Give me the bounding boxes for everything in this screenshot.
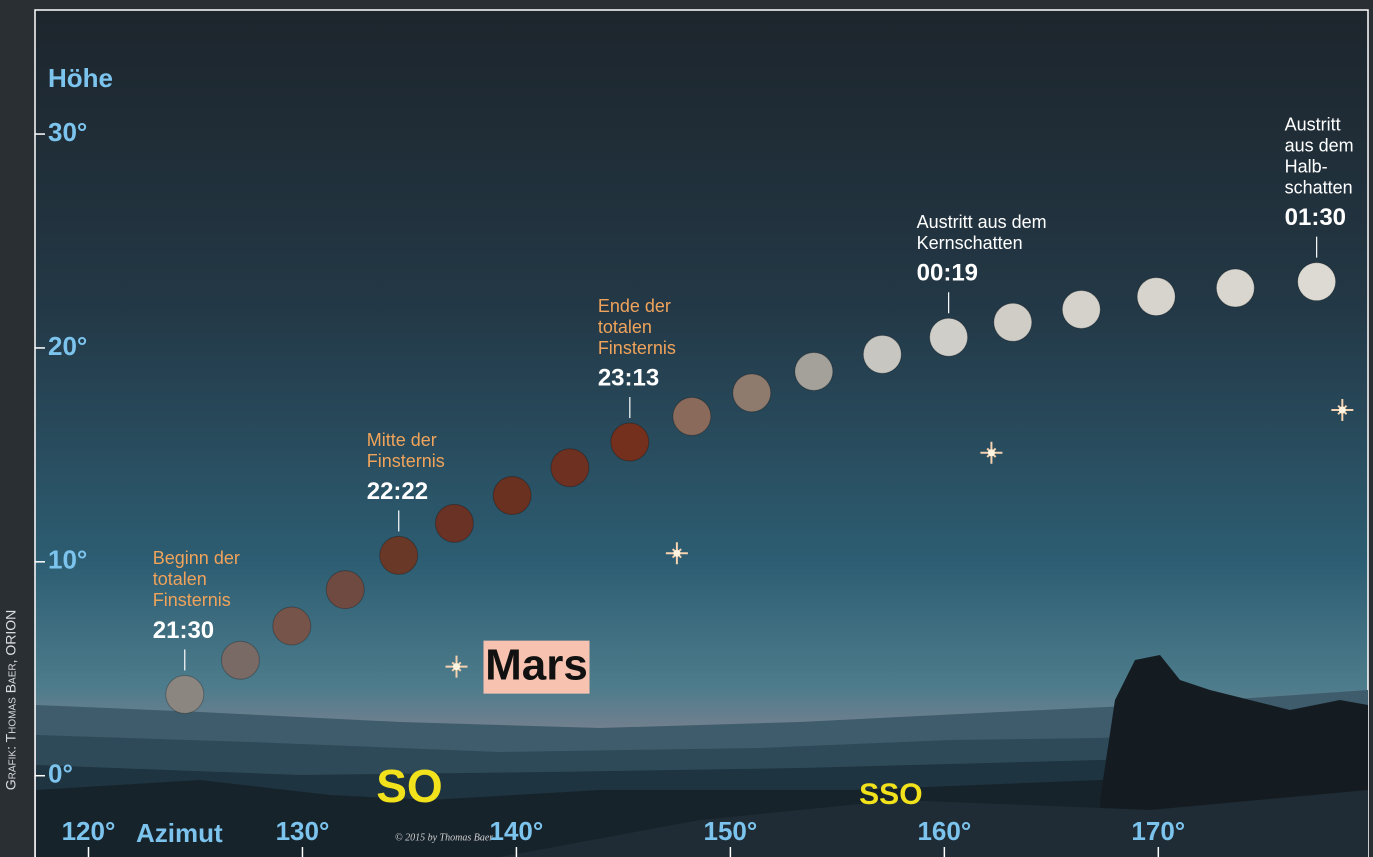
star-core bbox=[1339, 406, 1346, 413]
y-axis-label: Höhe bbox=[48, 63, 113, 93]
moon bbox=[1298, 263, 1336, 301]
annotation-text: Finsternis bbox=[598, 338, 676, 358]
moon bbox=[326, 571, 364, 609]
annotation-text: Beginn der bbox=[153, 548, 240, 568]
page: {"chart_data":{"type":"scatter", "x_labe… bbox=[0, 0, 1373, 857]
x-tick-label: 130° bbox=[276, 816, 330, 846]
annotation-text: totalen bbox=[153, 569, 207, 589]
annotation-text: Finsternis bbox=[153, 590, 231, 610]
y-tick-label: 10° bbox=[48, 545, 87, 575]
y-tick-label: 30° bbox=[48, 117, 87, 147]
x-tick-label: 160° bbox=[917, 816, 971, 846]
annotation-text: totalen bbox=[598, 317, 652, 337]
annotation-text: Kernschatten bbox=[917, 233, 1023, 253]
y-tick-label: 0° bbox=[48, 759, 73, 789]
moon bbox=[1137, 278, 1175, 316]
moon bbox=[1062, 290, 1100, 328]
moon bbox=[994, 303, 1032, 341]
annotation-text: Austritt bbox=[1285, 114, 1341, 134]
moon bbox=[380, 536, 418, 574]
annotation-time: 01:30 bbox=[1285, 204, 1346, 231]
moon bbox=[493, 477, 531, 515]
credit: Grafik: Thomas Baer, ORION bbox=[3, 610, 19, 791]
moon bbox=[1216, 269, 1254, 307]
moon bbox=[673, 397, 711, 435]
direction-label: SSO bbox=[859, 778, 922, 811]
annotation-text: Ende der bbox=[598, 296, 671, 316]
chart: Grafik: Thomas Baer, ORION Höhe Azimut ©… bbox=[0, 0, 1373, 857]
x-tick-label: 170° bbox=[1131, 816, 1185, 846]
annotation-time: 22:22 bbox=[367, 478, 428, 505]
moon bbox=[221, 641, 259, 679]
annotation-text: aus dem bbox=[1285, 135, 1354, 155]
annotation-text: Mitte der bbox=[367, 430, 437, 450]
moon bbox=[733, 374, 771, 412]
annotation-text: Halb- bbox=[1285, 156, 1328, 176]
star-core bbox=[453, 663, 460, 670]
moon bbox=[551, 449, 589, 487]
x-axis-label: Azimut bbox=[136, 818, 223, 848]
annotation-text: schatten bbox=[1285, 177, 1353, 197]
moon bbox=[930, 318, 968, 356]
moon bbox=[273, 607, 311, 645]
direction-label: SO bbox=[376, 760, 442, 812]
moon bbox=[166, 675, 204, 713]
mars-label: Mars bbox=[485, 640, 588, 689]
annotation-time: 23:13 bbox=[598, 364, 659, 391]
x-tick-label: 120° bbox=[62, 816, 116, 846]
x-tick-label: 150° bbox=[703, 816, 757, 846]
star-core bbox=[673, 550, 680, 557]
moon bbox=[863, 335, 901, 373]
moon bbox=[795, 352, 833, 390]
y-tick-label: 20° bbox=[48, 331, 87, 361]
annotation-time: 21:30 bbox=[153, 617, 214, 644]
copyright: © 2015 by Thomas Baer bbox=[395, 832, 493, 843]
star-core bbox=[988, 449, 995, 456]
moon bbox=[435, 504, 473, 542]
moon bbox=[611, 423, 649, 461]
annotation-text: Finsternis bbox=[367, 451, 445, 471]
x-tick-label: 140° bbox=[490, 816, 544, 846]
annotation-time: 00:19 bbox=[917, 260, 978, 287]
annotation-text: Austritt aus dem bbox=[917, 212, 1047, 232]
